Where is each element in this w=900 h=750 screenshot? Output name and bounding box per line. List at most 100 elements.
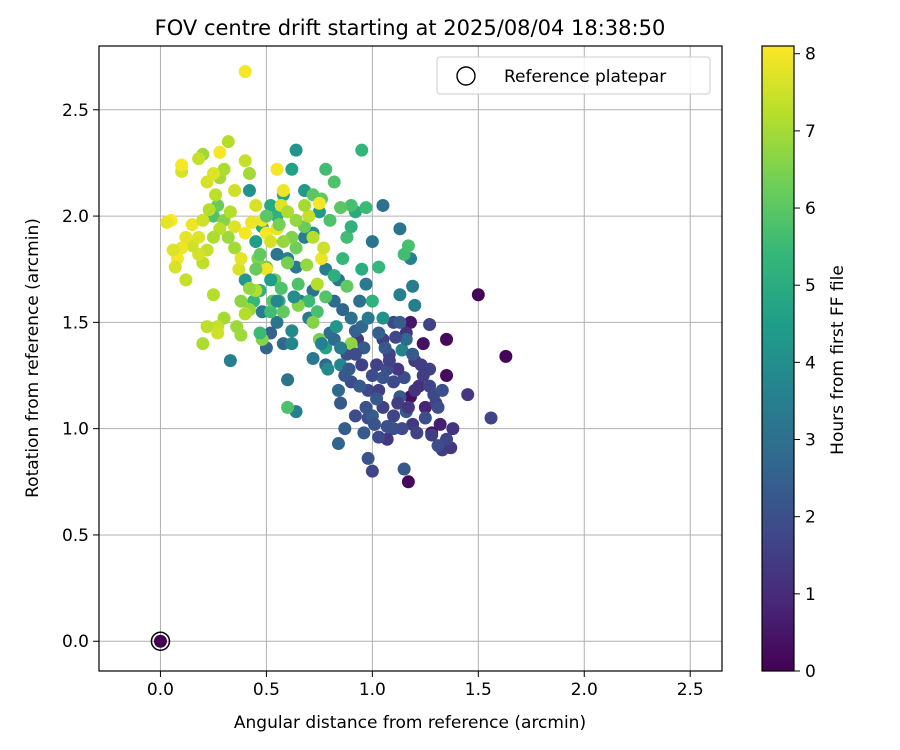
data-point <box>393 288 407 302</box>
data-point <box>209 188 223 202</box>
data-point <box>200 320 214 334</box>
data-point <box>319 162 333 176</box>
data-point <box>344 220 358 234</box>
data-point <box>302 209 316 223</box>
x-axis-label: Angular distance from reference (arcmin) <box>234 713 586 733</box>
colorbar-tick-label: 7 <box>805 122 816 142</box>
data-point <box>418 400 432 414</box>
data-point <box>416 369 430 383</box>
data-point <box>289 213 303 227</box>
data-point <box>331 383 345 397</box>
data-point <box>319 290 333 304</box>
data-point <box>270 294 284 308</box>
colorbar-ticks: 0 1 2 3 4 5 6 7 8 <box>794 45 816 682</box>
data-point <box>404 315 417 329</box>
data-point <box>344 198 358 212</box>
data-point <box>276 184 290 198</box>
data-point <box>359 277 373 291</box>
data-point <box>306 315 320 329</box>
data-point <box>206 230 220 244</box>
data-point <box>357 426 371 440</box>
data-point <box>285 162 299 176</box>
data-point <box>270 162 284 176</box>
data-point <box>289 241 303 255</box>
legend-marker <box>456 66 476 86</box>
data-point <box>264 235 278 249</box>
data-point <box>259 262 273 276</box>
data-point <box>217 162 231 176</box>
data-point <box>264 305 278 319</box>
data-point <box>387 375 401 389</box>
data-point <box>160 215 174 229</box>
data-point <box>372 326 386 340</box>
data-point <box>401 475 415 489</box>
colorbar-tick-label: 1 <box>805 585 816 605</box>
data-point <box>272 218 286 232</box>
data-point <box>306 230 320 244</box>
chart-title: FOV centre drift starting at 2025/08/04 … <box>155 16 666 40</box>
x-tick-label: 0.5 <box>253 680 280 700</box>
colorbar: 0 1 2 3 4 5 6 7 8 Hours from first FF file <box>761 45 848 682</box>
data-point <box>359 400 373 414</box>
data-point <box>414 358 428 372</box>
y-tick-label: 0.5 <box>62 526 89 546</box>
data-point <box>340 230 354 244</box>
data-point <box>378 341 392 355</box>
data-point <box>206 288 220 302</box>
data-point <box>461 388 475 402</box>
data-point <box>406 347 420 361</box>
data-point <box>365 369 379 383</box>
data-point <box>300 258 314 272</box>
data-point <box>223 205 237 219</box>
data-point <box>238 154 252 168</box>
data-point <box>440 332 454 346</box>
data-point <box>401 239 415 253</box>
data-point <box>406 279 420 293</box>
data-point <box>249 235 263 249</box>
data-point <box>270 315 284 329</box>
data-point <box>361 451 375 465</box>
data-point <box>192 152 206 166</box>
data-point <box>221 135 235 149</box>
data-point <box>232 262 246 276</box>
data-point <box>395 343 409 357</box>
data-point <box>259 209 273 223</box>
data-point <box>365 294 379 308</box>
data-point <box>287 290 301 304</box>
data-point <box>329 320 343 334</box>
x-tick-label: 0.0 <box>147 680 174 700</box>
data-point <box>153 634 167 648</box>
data-point <box>276 305 290 319</box>
data-point <box>175 158 189 172</box>
data-point <box>238 226 252 240</box>
data-point <box>327 269 341 283</box>
data-point <box>179 273 193 287</box>
data-point <box>399 332 413 346</box>
data-point <box>344 311 358 325</box>
data-point <box>306 352 320 365</box>
data-point <box>334 396 348 410</box>
data-point <box>353 294 367 308</box>
data-point <box>264 198 278 212</box>
data-point <box>355 262 369 276</box>
data-point <box>391 362 405 376</box>
colorbar-tick-label: 4 <box>805 353 816 373</box>
data-point <box>397 462 411 476</box>
data-point <box>302 294 316 308</box>
y-tick-label: 1.0 <box>62 420 89 440</box>
data-point <box>435 383 449 397</box>
colorbar-tick-label: 6 <box>805 199 816 219</box>
data-point <box>336 252 350 266</box>
data-point <box>342 362 356 376</box>
data-point <box>376 198 390 212</box>
data-point <box>234 252 248 266</box>
data-point <box>367 417 381 431</box>
x-axis-ticks: 0.0 0.5 1.0 1.5 2.0 2.5 <box>147 671 704 700</box>
data-point <box>425 428 439 442</box>
data-point <box>238 65 252 79</box>
data-point <box>211 326 225 340</box>
data-point <box>348 347 362 361</box>
data-point <box>401 400 415 414</box>
data-point <box>395 422 409 436</box>
data-point <box>285 337 299 351</box>
